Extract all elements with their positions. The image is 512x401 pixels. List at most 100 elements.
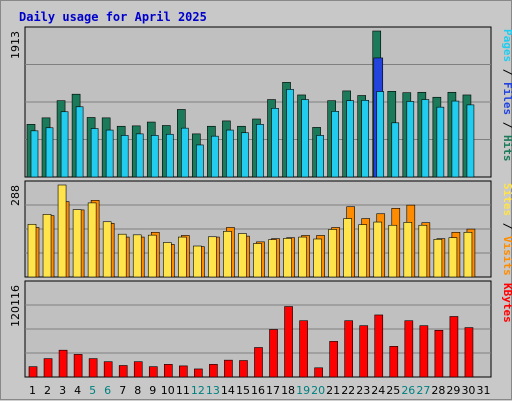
middle-right-label-sep: /: [501, 216, 512, 236]
middle-sites-bar: [208, 236, 217, 278]
middle-sites-bar: [117, 233, 127, 278]
top-pages-bar: [376, 91, 385, 178]
middle-sites-bar: [283, 238, 292, 278]
x-tick-label: 13: [206, 384, 220, 397]
top-pages-bar: [90, 128, 99, 178]
middle-sites-bar: [403, 222, 413, 278]
middle-right-label-visits: Visits: [501, 236, 512, 276]
top-pages-bar: [120, 135, 129, 178]
bottom-kbytes-bar: [389, 346, 399, 378]
top-right-label-sep: /: [501, 115, 512, 135]
top-pages-bar: [60, 111, 69, 178]
middle-sites-bar: [102, 221, 112, 278]
top-max-label: 1913: [9, 31, 22, 59]
bottom-kbytes-bar: [344, 320, 354, 378]
top-pages-bar: [466, 104, 475, 178]
top-pages-bar: [181, 127, 189, 178]
x-tick-label: 4: [74, 384, 81, 397]
bottom-kbytes-bar: [299, 320, 308, 378]
x-tick-label: 1: [29, 384, 36, 397]
x-tick-label: 10: [161, 384, 175, 397]
top-right-label-files: Files: [501, 82, 512, 115]
bottom-kbytes-bar: [194, 368, 203, 378]
top-right-label-sep: /: [501, 62, 512, 82]
bottom-kbytes-bar: [239, 360, 248, 378]
top-pages-bar: [211, 135, 219, 178]
middle-right-label-sites: Sites: [501, 183, 512, 216]
top-pages-bar: [226, 129, 234, 178]
bottom-right-label: KBytes: [501, 283, 512, 323]
top-pages-bar: [406, 101, 415, 178]
bottom-kbytes-bar: [43, 358, 53, 378]
top-pages-bar: [286, 89, 294, 178]
bottom-kbytes-bar: [374, 314, 384, 378]
x-tick-label: 14: [221, 384, 235, 397]
top-right-label-hits: Hits: [501, 135, 512, 162]
bottom-kbytes-bar: [404, 320, 414, 378]
bottom-kbytes-bar: [269, 329, 278, 378]
top-pages-bar: [301, 99, 309, 178]
x-tick-label: 21: [326, 384, 340, 397]
top-pages-bar: [436, 106, 445, 178]
bottom-kbytes-bar: [449, 316, 459, 378]
bottom-kbytes-bar: [28, 366, 38, 378]
middle-max-label: 288: [9, 185, 22, 206]
bottom-kbytes-bar: [163, 364, 173, 378]
x-tick-label: 2: [44, 384, 51, 397]
top-pages-bar: [316, 135, 324, 178]
top-pages-bar: [331, 111, 339, 178]
top-pages-bar: [256, 124, 264, 178]
middle-sites-bar: [418, 224, 428, 278]
bottom-kbytes-bar: [73, 354, 83, 378]
x-tick-label: 27: [416, 384, 430, 397]
middle-sites-bar: [358, 224, 368, 278]
top-pages-bar: [30, 130, 39, 178]
x-tick-label: 24: [371, 384, 385, 397]
bottom-kbytes-bar: [118, 365, 128, 378]
bottom-kbytes-bar: [254, 347, 263, 378]
bottom-kbytes-bar: [58, 349, 68, 378]
middle-sites-bar: [87, 202, 97, 278]
middle-sites-bar: [162, 242, 172, 278]
x-tick-label: 9: [149, 384, 156, 397]
middle-sites-bar: [193, 245, 202, 278]
bottom-kbytes-bar: [209, 364, 218, 378]
x-tick-label: 7: [119, 384, 126, 397]
top-pages-bar: [150, 135, 159, 178]
bottom-kbytes-bar: [103, 361, 113, 378]
middle-sites-bar: [373, 221, 383, 278]
top-right-label-pages: Pages: [501, 29, 512, 62]
middle-sites-bar: [298, 236, 307, 278]
x-tick-label: 15: [236, 384, 250, 397]
bottom-kbytes-bar: [464, 327, 474, 378]
middle-sites-bar: [448, 237, 458, 278]
x-tick-label: 19: [296, 384, 310, 397]
middle-sites-bar: [42, 214, 52, 278]
bottom-max-label: 120116: [9, 285, 22, 327]
middle-sites-bar: [343, 218, 352, 278]
bottom-kbytes-bar: [224, 359, 233, 378]
top-right-label: Pages / Files / Hits: [501, 29, 512, 162]
top-pages-bar: [361, 99, 370, 178]
x-tick-label: 28: [431, 384, 445, 397]
top-pages-bar: [196, 144, 204, 178]
top-pages-bar: [135, 133, 144, 178]
x-tick-label: 26: [401, 384, 415, 397]
bottom-kbytes-bar: [284, 306, 293, 378]
middle-sites-bar: [72, 209, 82, 278]
top-pages-bar: [241, 132, 249, 178]
top-pages-bar: [451, 100, 460, 178]
bottom-kbytes-bar: [133, 361, 143, 378]
bottom-kbytes-bar: [179, 365, 188, 378]
x-tick-label: 22: [341, 384, 355, 397]
x-tick-label: 30: [461, 384, 475, 397]
middle-sites-bar: [223, 231, 232, 278]
x-tick-label: 11: [176, 384, 190, 397]
middle-sites-bar: [313, 238, 322, 278]
x-tick-label: 29: [446, 384, 460, 397]
top-pages-bar: [346, 100, 354, 178]
bottom-kbytes-bar: [434, 329, 444, 378]
middle-sites-bar: [57, 184, 67, 278]
chart-title: Daily usage for April 2025: [19, 10, 207, 24]
